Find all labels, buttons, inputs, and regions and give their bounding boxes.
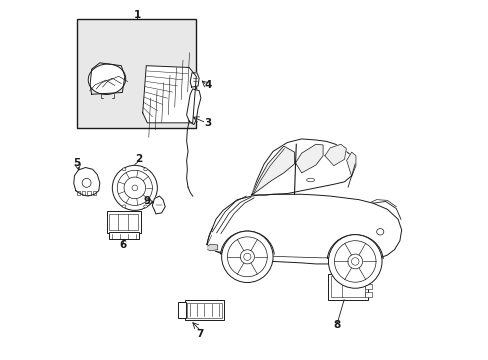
- Bar: [364, 284, 371, 289]
- Ellipse shape: [143, 168, 147, 171]
- Bar: [108, 232, 139, 239]
- Bar: [77, 19, 196, 128]
- Polygon shape: [324, 144, 346, 166]
- Ellipse shape: [240, 250, 254, 264]
- Text: 4: 4: [204, 80, 211, 90]
- Polygon shape: [206, 194, 401, 264]
- Text: 3: 3: [204, 118, 211, 128]
- Bar: [77, 191, 80, 195]
- Polygon shape: [295, 144, 323, 173]
- Ellipse shape: [347, 254, 362, 269]
- Ellipse shape: [243, 253, 250, 260]
- Text: 8: 8: [333, 320, 340, 330]
- Bar: [364, 292, 371, 297]
- Bar: [177, 302, 185, 318]
- Polygon shape: [207, 244, 217, 251]
- Bar: [87, 191, 90, 195]
- Ellipse shape: [351, 258, 358, 265]
- Bar: [93, 191, 96, 195]
- Text: 2: 2: [135, 154, 142, 164]
- Text: 1: 1: [133, 10, 141, 20]
- Bar: [330, 276, 365, 297]
- Ellipse shape: [328, 235, 381, 288]
- Text: 9: 9: [143, 197, 151, 206]
- Ellipse shape: [143, 205, 147, 208]
- Bar: [328, 274, 367, 300]
- Polygon shape: [142, 66, 196, 123]
- Text: 6: 6: [119, 240, 126, 250]
- Ellipse shape: [88, 64, 125, 94]
- Bar: [107, 211, 141, 233]
- Polygon shape: [346, 152, 355, 176]
- Ellipse shape: [132, 185, 137, 191]
- Bar: [109, 214, 138, 230]
- Ellipse shape: [376, 229, 383, 235]
- Polygon shape: [251, 139, 354, 195]
- Polygon shape: [152, 196, 165, 214]
- Ellipse shape: [122, 205, 126, 208]
- Text: 5: 5: [73, 158, 80, 168]
- Ellipse shape: [122, 168, 126, 171]
- Polygon shape: [186, 89, 201, 125]
- Polygon shape: [251, 146, 294, 195]
- Bar: [364, 276, 371, 282]
- Bar: [184, 300, 224, 320]
- Ellipse shape: [112, 165, 157, 210]
- Text: 7: 7: [196, 329, 203, 339]
- Bar: [82, 191, 85, 195]
- Polygon shape: [74, 167, 100, 196]
- Bar: [186, 302, 222, 318]
- Polygon shape: [190, 73, 199, 87]
- Ellipse shape: [221, 231, 272, 283]
